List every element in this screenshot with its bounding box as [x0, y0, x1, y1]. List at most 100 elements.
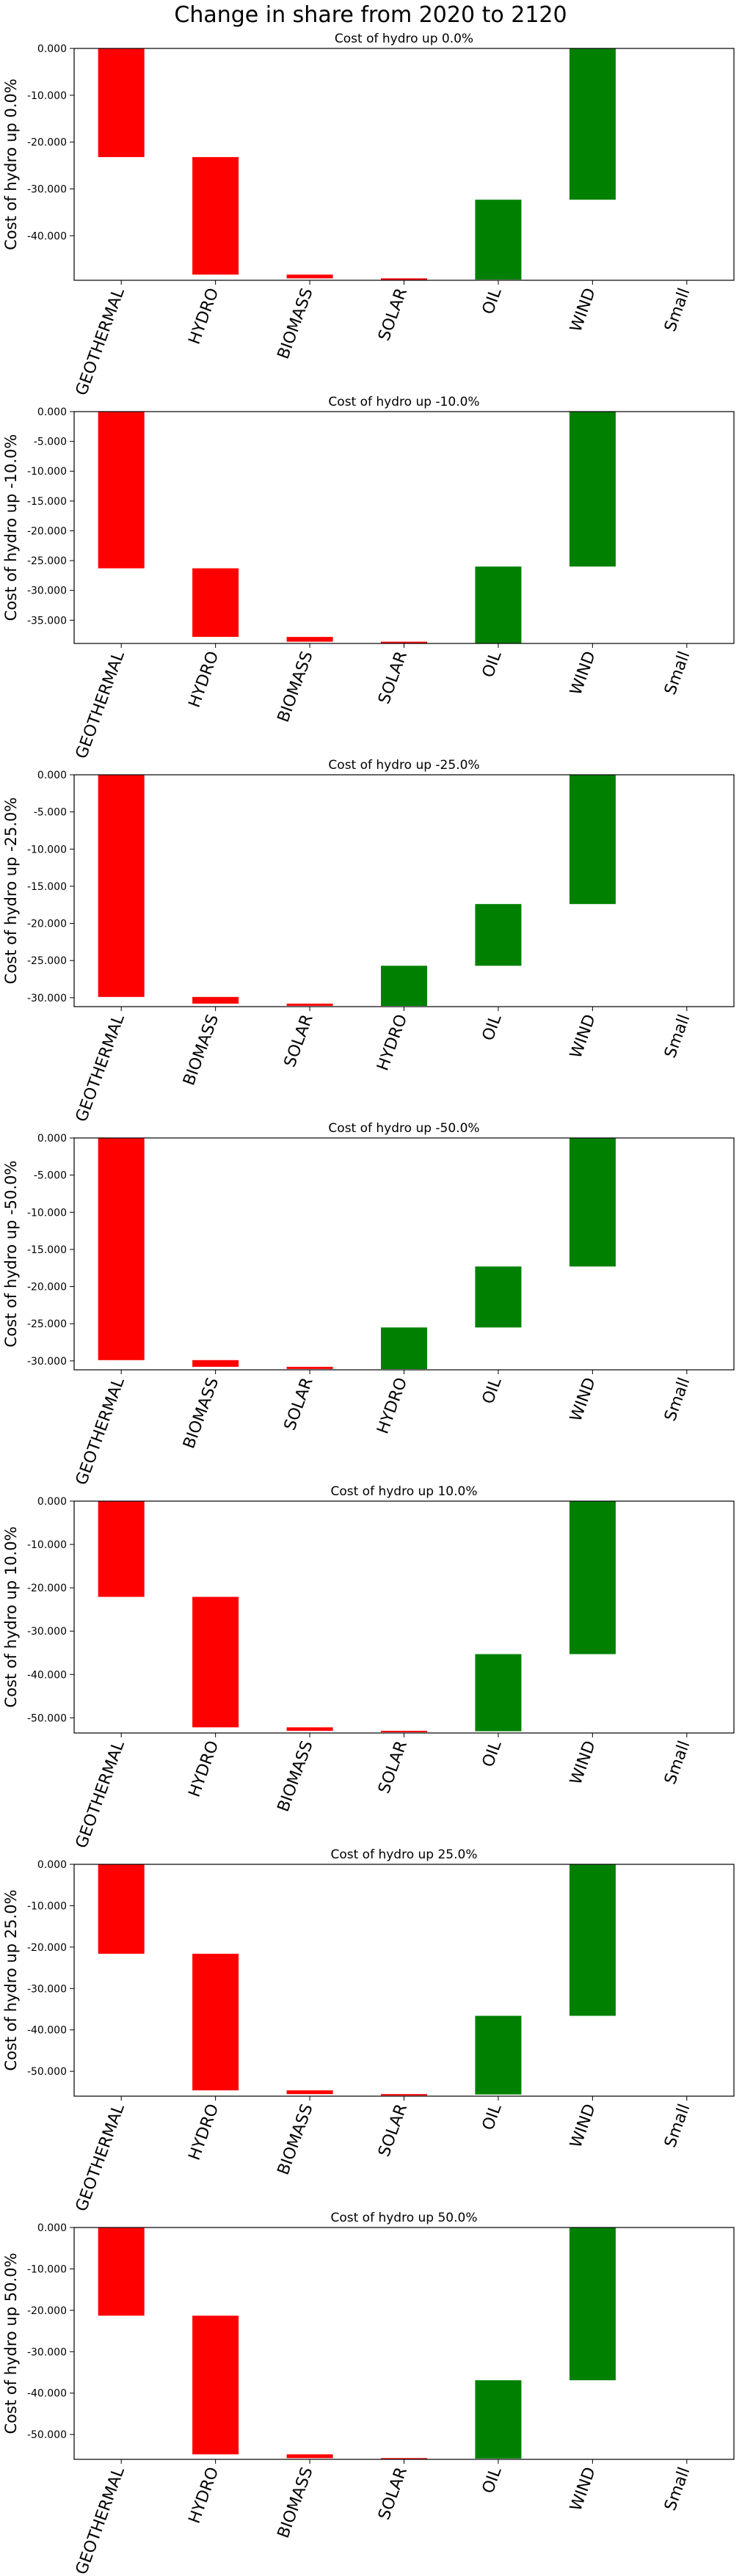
x-tick-label: OIL: [479, 2464, 506, 2496]
y-tick-label: -20.000: [27, 1942, 67, 1954]
bar-wind: [569, 48, 616, 200]
y-tick-label: -30.000: [27, 585, 67, 597]
y-axis-label: Cost of hydro up -50.0%: [2, 1161, 20, 1348]
y-tick-label: -50.000: [27, 2429, 67, 2441]
y-tick-label: 0.000: [37, 1859, 67, 1871]
x-tick-label: WIND: [567, 1376, 600, 1424]
bar-solar: [286, 1366, 333, 1369]
plot-frame: [73, 411, 735, 644]
bar-oil: [475, 1654, 522, 1732]
y-tick-label: -20.000: [27, 919, 67, 930]
y-tick-label: -30.000: [27, 1626, 67, 1638]
x-tick-label: HYDRO: [374, 1376, 411, 1437]
y-tick-label: -10.000: [27, 1539, 67, 1551]
x-tick-label: WIND: [567, 2465, 600, 2514]
x-tick-label: OIL: [479, 285, 506, 317]
bar-wind: [569, 412, 616, 567]
x-tick-label: SOLAR: [281, 1376, 317, 1433]
x-tick-label: WIND: [567, 286, 600, 335]
y-tick-label: -40.000: [27, 1669, 67, 1681]
bar-biomass: [192, 996, 239, 1004]
bar-solar: [381, 2458, 427, 2460]
y-tick-label: 0.000: [37, 406, 67, 418]
plot-frame: [73, 1500, 735, 1734]
y-tick-label: -10.000: [27, 2263, 67, 2275]
bar-geothermal: [98, 1138, 145, 1360]
subplot-title: Cost of hydro up 50.0%: [330, 2211, 477, 2225]
y-tick-label: -40.000: [27, 230, 67, 242]
x-tick-label: GEOTHERMAL: [73, 1012, 128, 1125]
x-tick-label: Small: [661, 1376, 694, 1424]
subplot-title: Cost of hydro up -50.0%: [328, 1121, 479, 1136]
x-tick-label: WIND: [567, 649, 600, 698]
x-tick-label: SOLAR: [375, 2465, 411, 2522]
x-tick-label: HYDRO: [374, 1012, 411, 1073]
bar-wind: [569, 1138, 616, 1267]
y-axis-label: Cost of hydro up 0.0%: [2, 79, 20, 250]
y-tick-label: -50.000: [27, 1712, 67, 1724]
y-axis-label: Cost of hydro up -25.0%: [2, 798, 20, 985]
y-axis-label: Cost of hydro up 10.0%: [2, 1526, 20, 1707]
subplot-2: Cost of hydro up -10.0% 0.000 -5.000 -10.00…: [2, 395, 735, 762]
x-tick-label: OIL: [479, 1012, 506, 1043]
y-axis-label: Cost of hydro up 50.0%: [2, 2252, 20, 2434]
bar-hydro: [192, 157, 239, 275]
x-tick-label: Small: [661, 649, 694, 698]
y-tick-label: -10.000: [27, 466, 67, 478]
bar-wind: [569, 775, 616, 905]
x-tick-label: OIL: [479, 2101, 506, 2133]
y-tick-label: -10.000: [27, 1207, 67, 1219]
plot-frame: [73, 48, 735, 281]
x-tick-label: HYDRO: [186, 1739, 223, 1800]
bar-geothermal: [98, 48, 145, 158]
y-tick-label: -30.000: [27, 1356, 67, 1368]
bar-wind: [569, 2227, 616, 2381]
subplot-4: Cost of hydro up -50.0% 0.000 -5.000 -10.00…: [2, 1121, 735, 1488]
bar-wind: [569, 1501, 616, 1654]
x-tick-label: WIND: [567, 1012, 600, 1061]
chart-stack: Cost of hydro up 0.0% 0.000 -10.000 -20.000…: [2, 32, 735, 2576]
y-tick-label: -50.000: [27, 2066, 67, 2078]
x-tick-label: BIOMASS: [274, 2102, 317, 2178]
subplot-title: Cost of hydro up 25.0%: [330, 1847, 477, 1862]
x-tick-label: GEOTHERMAL: [73, 2464, 128, 2576]
bar-geothermal: [98, 412, 145, 569]
y-tick-label: -25.000: [27, 555, 67, 567]
subplot-3: Cost of hydro up -25.0% 0.000 -5.000 -10.00…: [2, 758, 735, 1125]
y-tick-label: -20.000: [27, 137, 67, 149]
subplot-title: Cost of hydro up -25.0%: [328, 758, 479, 773]
bar-geothermal: [98, 775, 145, 997]
x-tick-label: Small: [661, 2102, 694, 2150]
x-tick-label: BIOMASS: [180, 1376, 222, 1451]
bar-biomass: [286, 1727, 333, 1731]
x-tick-label: WIND: [567, 1739, 600, 1787]
x-tick-label: Small: [661, 1012, 694, 1061]
subplot-6: Cost of hydro up 25.0% 0.000 -10.000 -20.00…: [2, 1847, 735, 2214]
bar-solar: [381, 1731, 427, 1732]
x-tick-label: BIOMASS: [274, 1739, 317, 1814]
y-tick-label: -35.000: [27, 615, 67, 627]
bar-oil: [475, 566, 522, 643]
y-tick-label: -5.000: [34, 1170, 67, 1182]
figure-suptitle: Change in share from 2020 to 2120: [174, 2, 567, 28]
x-tick-label: GEOTHERMAL: [73, 1738, 128, 1851]
y-tick-label: -10.000: [27, 844, 67, 855]
x-tick-label: GEOTHERMAL: [73, 285, 128, 398]
x-tick-label: WIND: [567, 2102, 600, 2150]
x-tick-label: HYDRO: [186, 2102, 223, 2163]
bar-oil: [475, 904, 522, 966]
bar-hydro: [192, 568, 239, 637]
y-tick-label: -30.000: [27, 2346, 67, 2358]
y-tick-label: -20.000: [27, 2305, 67, 2317]
bar-solar: [381, 641, 427, 643]
bar-geothermal: [98, 1864, 145, 1954]
y-tick-label: -20.000: [27, 1282, 67, 1294]
y-tick-label: -15.000: [27, 496, 67, 508]
y-tick-label: 0.000: [37, 1133, 67, 1145]
y-tick-label: 0.000: [37, 43, 67, 55]
bar-wind: [569, 1864, 616, 2016]
y-tick-label: -15.000: [27, 1244, 67, 1256]
y-tick-label: -40.000: [27, 2025, 67, 2037]
bar-oil: [475, 1266, 522, 1328]
bar-oil: [475, 2015, 522, 2095]
